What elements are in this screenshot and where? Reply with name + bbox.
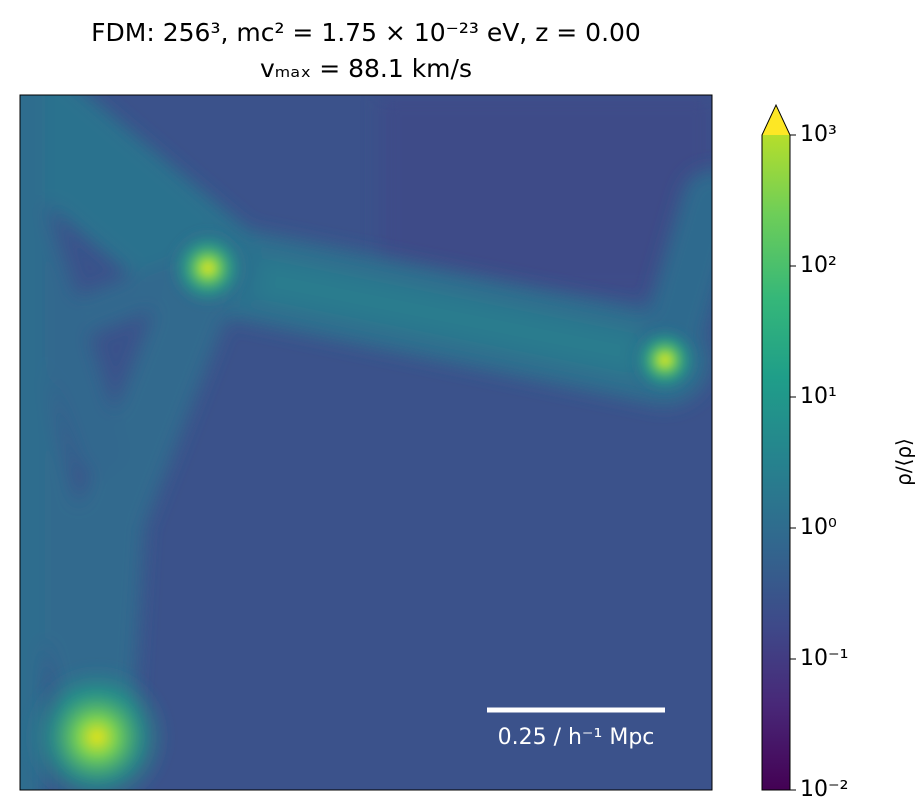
chart-subtitle: vₘₐₓ = 88.1 km/s: [260, 54, 472, 83]
colorbar-label: ρ/⟨ρ⟩: [892, 438, 916, 486]
colorbar-tick-label: 10¹: [800, 384, 837, 409]
scale-bar-label: 0.25 / h⁻¹ Mpc: [498, 725, 655, 750]
colorbar-tick-label: 10⁻²: [800, 777, 848, 802]
density-map: [20, 95, 712, 790]
colorbar-scale: [762, 135, 790, 790]
colorbar-tick-label: 10⁰: [800, 515, 837, 540]
colorbar-tick-label: 10⁻¹: [800, 646, 848, 671]
colorbar-extend: [762, 105, 790, 135]
colorbar: 10³ 10² 10¹ 10⁰ 10⁻¹ 10⁻²: [761, 103, 848, 802]
colorbar-tick-label: 10²: [800, 253, 837, 278]
colorbar-outline: [761, 103, 791, 791]
panel-frame: [19, 94, 713, 791]
colorbar-tick-label: 10³: [800, 122, 837, 147]
chart-title: FDM: 256³, mc² = 1.75 × 10⁻²³ eV, z = 0.…: [91, 18, 641, 47]
